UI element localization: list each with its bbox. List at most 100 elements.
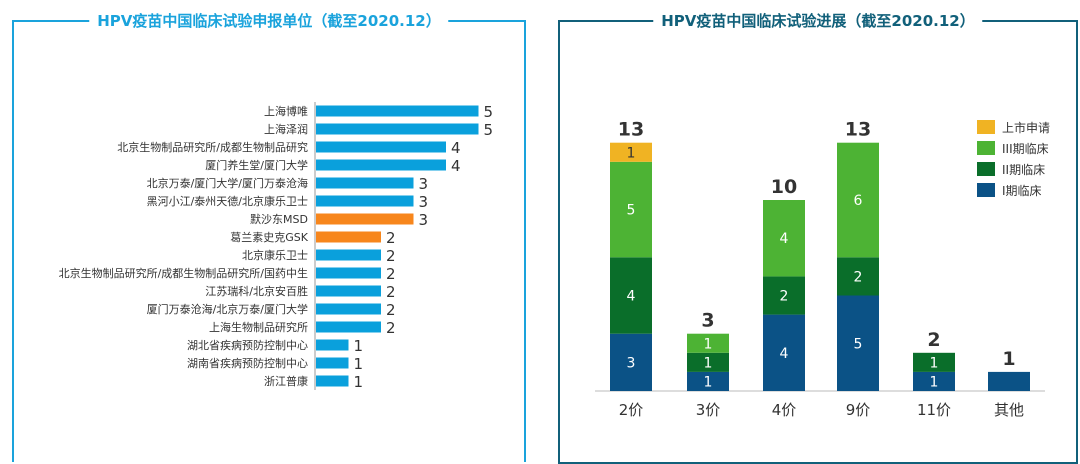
category-label: 11价 bbox=[917, 401, 951, 419]
total-label: 13 bbox=[845, 119, 871, 141]
value-label: 4 bbox=[451, 139, 461, 157]
segment-label: 5 bbox=[627, 203, 636, 219]
value-label: 5 bbox=[484, 121, 494, 139]
bar bbox=[316, 321, 381, 333]
value-label: 3 bbox=[419, 175, 429, 193]
segment-label: 1 bbox=[704, 374, 713, 390]
category-label: 北京万泰/厦门大学/厦门万泰沧海 bbox=[147, 176, 308, 190]
bar bbox=[316, 231, 381, 243]
total-label: 13 bbox=[618, 119, 644, 141]
segment-label: 1 bbox=[930, 374, 939, 390]
stack-segment bbox=[913, 352, 955, 372]
stack-segment bbox=[837, 257, 879, 296]
stack-segment bbox=[837, 295, 879, 391]
category-label: 上海泽润 bbox=[264, 122, 308, 136]
stack-segment bbox=[687, 333, 729, 353]
bar bbox=[316, 339, 349, 351]
category-label: 其他 bbox=[994, 401, 1024, 419]
segment-label: 1 bbox=[627, 145, 636, 161]
segment-label: 6 bbox=[854, 193, 863, 209]
bar bbox=[316, 267, 381, 279]
charts-svg: 上海博唯 5 上海泽润 5 北京生物制品研究所/成都生物制品研究 4 厦门养生堂/厦门大学 4… bbox=[59, 102, 1050, 419]
value-label: 2 bbox=[386, 265, 396, 283]
category-label: 浙江普康 bbox=[264, 374, 308, 388]
stack-segment bbox=[610, 142, 652, 162]
category-label: 江苏瑞科/北京安百胜 bbox=[205, 284, 308, 298]
category-label: 4价 bbox=[772, 401, 797, 419]
value-label: 1 bbox=[354, 355, 364, 373]
value-label: 2 bbox=[386, 229, 396, 247]
bar bbox=[316, 195, 414, 207]
bar bbox=[316, 375, 349, 387]
segment-label: 1 bbox=[704, 355, 713, 371]
left-panel: HPV疫苗中国临床试验申报单位（截至2020.12） bbox=[12, 10, 526, 462]
segment-label: 1 bbox=[704, 336, 713, 352]
category-label: 厦门养生堂/厦门大学 bbox=[205, 158, 308, 172]
category-label: 2价 bbox=[619, 401, 644, 419]
total-label: 10 bbox=[771, 176, 797, 198]
left-chart-title: HPV疫苗中国临床试验申报单位（截至2020.12） bbox=[89, 10, 449, 31]
stack-segment bbox=[610, 257, 652, 334]
stack-segment bbox=[837, 142, 879, 258]
bar bbox=[316, 141, 446, 153]
bar bbox=[316, 159, 446, 171]
legend-swatch bbox=[977, 141, 995, 155]
value-label: 4 bbox=[451, 157, 461, 175]
segment-label: 5 bbox=[854, 336, 863, 352]
bar bbox=[316, 303, 381, 315]
bar bbox=[316, 213, 414, 225]
category-label: 上海博唯 bbox=[264, 104, 308, 118]
value-label: 2 bbox=[386, 301, 396, 319]
legend-label: III期临床 bbox=[1002, 142, 1049, 156]
category-label: 黑河小江/泰州天德/北京康乐卫士 bbox=[147, 194, 308, 208]
category-label: 湖北省疾病预防控制中心 bbox=[187, 338, 308, 352]
bar bbox=[316, 123, 479, 135]
segment-label: 2 bbox=[780, 289, 789, 305]
value-label: 5 bbox=[484, 103, 494, 121]
segment-label: 4 bbox=[627, 289, 636, 305]
category-label: 北京生物制品研究所/成都生物制品研究 bbox=[117, 140, 308, 154]
stack-segment bbox=[763, 276, 805, 315]
legend-label: 上市申请 bbox=[1002, 120, 1050, 135]
stack-segment bbox=[610, 161, 652, 258]
stack-segment bbox=[913, 371, 955, 391]
legend-swatch bbox=[977, 120, 995, 134]
total-label: 2 bbox=[927, 329, 940, 351]
legend-label: I期临床 bbox=[1002, 184, 1042, 198]
total-label: 3 bbox=[701, 310, 714, 332]
value-label: 3 bbox=[419, 193, 429, 211]
category-label: 湖南省疾病预防控制中心 bbox=[187, 356, 308, 370]
bar bbox=[316, 105, 479, 117]
value-label: 1 bbox=[354, 337, 364, 355]
legend-label: II期临床 bbox=[1002, 163, 1045, 177]
segment-label: 3 bbox=[627, 355, 636, 371]
segment-label: 2 bbox=[854, 269, 863, 285]
value-label: 2 bbox=[386, 247, 396, 265]
total-label: 1 bbox=[1002, 348, 1015, 370]
legend-swatch bbox=[977, 183, 995, 197]
segment-label: 4 bbox=[780, 231, 789, 247]
category-label: 厦门万泰沧海/北京万泰/厦门大学 bbox=[147, 302, 308, 316]
bar bbox=[316, 177, 414, 189]
stack-segment bbox=[763, 200, 805, 277]
category-label: 9价 bbox=[846, 401, 871, 419]
bar bbox=[316, 249, 381, 261]
segment-label: 4 bbox=[780, 346, 789, 362]
legend-swatch bbox=[977, 162, 995, 176]
segment-label: 1 bbox=[930, 355, 939, 371]
category-label: 北京生物制品研究所/成都生物制品研究所/国药中生 bbox=[59, 266, 308, 280]
stack-segment bbox=[988, 371, 1030, 391]
value-label: 3 bbox=[419, 211, 429, 229]
bar bbox=[316, 357, 349, 369]
category-label: 北京康乐卫士 bbox=[242, 248, 308, 262]
stack-segment bbox=[610, 333, 652, 391]
value-label: 2 bbox=[386, 283, 396, 301]
right-chart-title: HPV疫苗中国临床试验进展（截至2020.12） bbox=[653, 10, 983, 31]
bar bbox=[316, 285, 381, 297]
category-label: 默沙东MSD bbox=[250, 213, 308, 226]
category-label: 葛兰素史克GSK bbox=[230, 231, 309, 244]
value-label: 1 bbox=[354, 373, 364, 391]
stack-segment bbox=[687, 371, 729, 391]
category-label: 3价 bbox=[696, 401, 721, 419]
stack-segment bbox=[687, 352, 729, 372]
